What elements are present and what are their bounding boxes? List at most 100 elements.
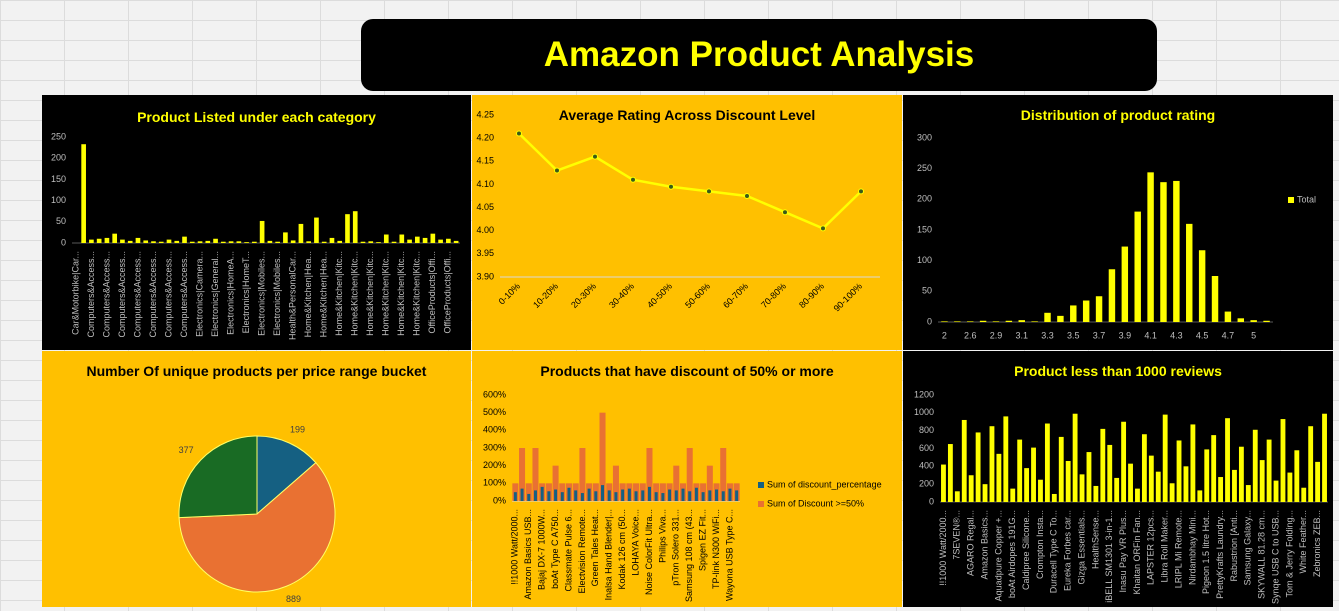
bar bbox=[399, 234, 405, 243]
y-tick-label: 4.20 bbox=[476, 133, 494, 143]
x-tick-label: Home&Kitchen|Kitc... bbox=[350, 251, 360, 336]
x-tick-label: Electronics|Mobiles... bbox=[272, 251, 282, 336]
bar bbox=[634, 491, 638, 501]
bar bbox=[708, 490, 712, 501]
bar bbox=[728, 488, 732, 501]
bar bbox=[1114, 477, 1120, 502]
bar bbox=[694, 487, 698, 501]
x-tick-label: 90-100% bbox=[832, 281, 865, 314]
bar bbox=[1086, 452, 1092, 502]
bar bbox=[1031, 447, 1036, 502]
bar bbox=[1018, 320, 1025, 322]
bar bbox=[992, 321, 1000, 322]
x-tick-label: LRIPL Mi Remote... bbox=[1173, 510, 1183, 588]
x-tick-label: Eureka Forbes car... bbox=[1063, 510, 1073, 591]
bar bbox=[552, 465, 559, 501]
x-tick-label: Tom & Jerry Folding... bbox=[1284, 510, 1294, 598]
x-tick-label: 7SEVEN®... bbox=[952, 510, 962, 560]
x-tick-label: Zebronics ZEB... bbox=[1312, 510, 1322, 577]
bar bbox=[414, 236, 420, 243]
chart: 3.90 3.95 4.00 4.05 4.10 4.15 4.20 4.25 0-10% 10-… bbox=[476, 109, 880, 314]
bar bbox=[283, 232, 288, 243]
bar bbox=[599, 412, 606, 501]
y-tick-label: 0 bbox=[929, 496, 934, 506]
bar bbox=[81, 144, 86, 243]
bar bbox=[700, 483, 707, 501]
x-tick-label: Kodak 126 cm (50... bbox=[617, 509, 627, 590]
bar bbox=[267, 240, 273, 243]
bar bbox=[422, 237, 428, 243]
x-tick-label: 3.1 bbox=[1015, 330, 1028, 340]
bar bbox=[989, 426, 995, 502]
chart: 199 889 377 bbox=[178, 425, 336, 604]
x-tick-label: Spigen EZ Fit... bbox=[697, 509, 707, 571]
x-tick-label: Car&Motorbike|Car... bbox=[70, 251, 80, 335]
x-tick-label: PrettyKrafts Laundry... bbox=[1215, 510, 1225, 599]
data-label: 889 bbox=[286, 594, 301, 604]
chart-title: Product Listed under each category bbox=[137, 109, 376, 125]
x-tick-label: 4.1 bbox=[1144, 330, 1157, 340]
bar bbox=[1250, 320, 1257, 322]
chart-title: Number Of unique products per price rang… bbox=[86, 363, 427, 379]
y-tick-label: 300 bbox=[917, 132, 932, 142]
bar bbox=[701, 492, 705, 501]
bar bbox=[1051, 493, 1057, 502]
bar bbox=[954, 491, 960, 502]
x-tick-label: Computers&Access... bbox=[117, 251, 127, 338]
bar bbox=[512, 483, 519, 501]
bar bbox=[166, 239, 172, 243]
chart-panel: 0 200 400 600 800 1000 1200 !!1000 Watt/2000...… bbox=[903, 351, 1333, 607]
x-tick-label: 4.5 bbox=[1196, 330, 1209, 340]
bar bbox=[1238, 446, 1244, 502]
chart: 0 50 100 150 200 250 300 2 2.6 2.9 3.1 3.3 3.5 3.7 3.9… bbox=[917, 132, 1316, 340]
bar bbox=[513, 492, 517, 501]
x-tick-label: Inalsa Hand Blender|... bbox=[604, 509, 614, 600]
bar bbox=[579, 448, 586, 501]
bar bbox=[407, 239, 412, 243]
bar bbox=[646, 448, 653, 501]
bar bbox=[252, 241, 257, 243]
line bbox=[518, 132, 862, 230]
bar bbox=[259, 220, 265, 243]
line-marker bbox=[858, 188, 864, 195]
bar bbox=[1155, 471, 1161, 502]
x-tick-label: TP-link N300 WiFi... bbox=[711, 509, 721, 589]
bar bbox=[1263, 320, 1270, 322]
y-tick-label: 4.10 bbox=[476, 179, 494, 189]
x-tick-label: Caldipree Silicone... bbox=[1021, 510, 1031, 590]
line-marker bbox=[554, 167, 560, 174]
y-tick-label: 200 bbox=[917, 194, 932, 204]
chart-panel: 199 889 377 Number Of unique products per p… bbox=[42, 351, 471, 607]
bar bbox=[345, 214, 350, 243]
x-tick-label: Inasu Pay VR Plus... bbox=[1118, 510, 1128, 593]
bar bbox=[954, 321, 961, 322]
chart-title: Products that have discount of 50% or mo… bbox=[540, 363, 834, 379]
y-tick-label: 250 bbox=[51, 131, 66, 141]
y-tick-label: 0% bbox=[493, 495, 506, 505]
x-tick-label: 4.7 bbox=[1222, 330, 1235, 340]
bar bbox=[1308, 426, 1314, 502]
bar bbox=[559, 483, 566, 501]
bar bbox=[306, 241, 312, 243]
bar bbox=[1259, 460, 1265, 502]
x-tick-label: HealthSense... bbox=[1090, 510, 1100, 569]
x-tick-label: 70-80% bbox=[759, 281, 788, 310]
x-tick-label: Electronics|Camera... bbox=[194, 251, 204, 337]
bar bbox=[1211, 276, 1219, 322]
line-marker bbox=[630, 176, 636, 183]
bar bbox=[104, 237, 110, 243]
x-tick-label: 3.3 bbox=[1041, 330, 1054, 340]
bar bbox=[519, 448, 526, 501]
bar bbox=[614, 492, 618, 501]
bar bbox=[120, 239, 125, 243]
x-tick-label: 3.9 bbox=[1119, 330, 1132, 340]
y-tick-label: 150 bbox=[51, 174, 66, 184]
bar bbox=[587, 488, 591, 501]
x-tick-label: 4.3 bbox=[1170, 330, 1183, 340]
x-tick-label: SKYWALL 81.28 cm... bbox=[1257, 510, 1267, 599]
x-tick-label: boAt Airdopes 191G... bbox=[1007, 510, 1017, 598]
bar bbox=[594, 491, 598, 501]
y-tick-label: 250 bbox=[917, 163, 932, 173]
x-tick-label: 2.9 bbox=[990, 330, 1003, 340]
bar bbox=[1237, 318, 1245, 322]
